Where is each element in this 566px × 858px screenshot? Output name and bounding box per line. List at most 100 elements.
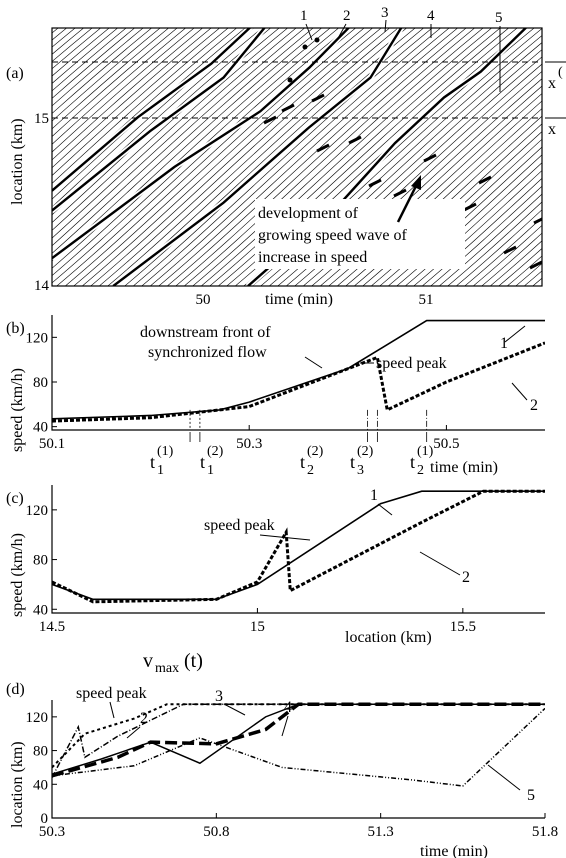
x-tick-label: 15.5: [450, 619, 476, 635]
curve-arrow-4-d: [281, 715, 289, 737]
speed-wave-mark: [529, 260, 542, 270]
speed-wave-mark: [478, 175, 492, 185]
marker-x-upper-sup: (: [558, 65, 563, 80]
panel-d-annot-peak: speed peak: [76, 685, 147, 702]
trajectory-line: [52, 28, 306, 254]
panel-c-series: [52, 489, 545, 604]
vehicle-trajectory-2: [52, 28, 266, 212]
panel-a-ytick-14: 14: [34, 278, 50, 294]
trajectory-line: [52, 28, 246, 200]
panel-a-ytick-15: 15: [34, 111, 49, 127]
series-arrow-2-c: [419, 551, 461, 576]
panel-b-annot-front-2: synchronized flow: [148, 344, 267, 361]
annotation-line-2: growing speed wave of: [258, 227, 408, 244]
trajectory-line: [52, 28, 263, 216]
series-line-1: [52, 319, 545, 420]
trajectory-line: [107, 28, 399, 286]
panel-d-series: [52, 702, 545, 787]
trajectory-line: [540, 284, 542, 286]
x-tick-label: 50.1: [39, 436, 65, 452]
trajectory-dot: [287, 77, 293, 83]
series-line-1: [52, 490, 545, 601]
x-tick-label: 51.3: [368, 824, 394, 840]
front-arrow: [304, 356, 323, 369]
trajectory-line: [481, 232, 542, 286]
trajectory-line: [52, 28, 212, 169]
trajectory-line: [166, 28, 459, 286]
panel-c-xlabel: location (km): [345, 629, 432, 646]
marker-x-upper: x: [548, 75, 556, 92]
y-tick-label: 80: [33, 553, 48, 569]
series-line-2: [52, 703, 545, 778]
panel-b: (b) speed (km/h) 40 80 120 50.1 50.3 50.5 dow…: [6, 315, 545, 478]
panel-d-xlabel: time (min): [420, 843, 488, 858]
annotation-line-1: development of: [258, 205, 359, 222]
trajectory-line: [52, 28, 170, 130]
panel-b-xlabel: time (min): [430, 459, 498, 476]
trajectory-line: [52, 28, 187, 145]
x-tick-label: 50.5: [433, 436, 459, 452]
trajectory-line: [98, 28, 391, 286]
t-marker-base: t: [200, 452, 205, 472]
trajectory-line: [52, 28, 280, 231]
t-marker-base: t: [350, 452, 355, 472]
panel-a-xlabel: time (min): [265, 291, 333, 308]
speed-wave-mark: [348, 135, 362, 145]
trajectory-line: [498, 248, 542, 286]
panel-c-ylabel: speed (km/h): [9, 533, 26, 617]
trajectory-line: [52, 28, 297, 247]
annotation-arrow: [396, 181, 420, 223]
panel-a-xtick-51: 51: [419, 292, 434, 308]
trajectory-line: [141, 28, 433, 286]
y-tick-label: 80: [33, 375, 48, 391]
curve-label-1: 1: [300, 8, 308, 24]
y-tick-label: 120: [26, 503, 49, 519]
trajectory-line: [90, 28, 382, 286]
x-tick-label: 50.8: [203, 824, 229, 840]
speed-wave-mark: [393, 188, 407, 198]
t-marker-sub: 1: [207, 463, 214, 478]
trajectory-line: [554, 24, 566, 290]
annotation-arrowhead: [411, 175, 421, 190]
trajectory-line: [149, 28, 442, 286]
trajectory-dot: [302, 44, 308, 50]
panel-b-series-label-1: 1: [500, 335, 508, 352]
panel-b-series-label-2: 2: [530, 397, 538, 414]
trajectory-line: [52, 28, 153, 114]
trajectory-line: [52, 28, 340, 284]
trajectory-line: [52, 28, 195, 153]
series-line-2: [52, 489, 545, 604]
t-marker-sub: 3: [357, 463, 364, 478]
panel-c-series-label-2: 2: [462, 569, 470, 586]
vmax-label: v max (t): [143, 650, 203, 676]
panel-a-markers: x ( x: [545, 61, 566, 138]
trajectory-line: [200, 28, 493, 286]
trajectory-line: [447, 201, 542, 286]
panel-b-series: [52, 319, 545, 423]
panel-d-curve-label-3: 3: [215, 688, 223, 705]
trajectory-line: [52, 28, 204, 161]
curve-arrow-5-d: [487, 764, 521, 791]
t-marker-base: t: [150, 452, 155, 472]
trajectory-line: [209, 28, 501, 286]
panel-a-ylabel: location (km): [9, 118, 26, 205]
speed-wave-mark: [311, 93, 325, 103]
panel-c-axes: 40 80 120 14.5 15 15.5: [26, 485, 545, 635]
t-marker-base: t: [410, 452, 415, 472]
trajectory-line: [52, 28, 255, 208]
t-marker-sub: 2: [307, 463, 314, 478]
trajectory-line: [562, 24, 566, 290]
panel-d-curve-label-5: 5: [527, 787, 535, 804]
x-tick-label: 51.8: [532, 824, 558, 840]
trajectory-line: [438, 193, 542, 286]
t-marker-sup: (1): [157, 444, 174, 459]
trajectory-line: [506, 255, 542, 286]
series-arrow-1-b: [504, 325, 526, 343]
y-tick-label: 40: [33, 602, 48, 618]
vmax-v: v: [143, 650, 153, 672]
panel-c: (c) speed (km/h) 40 80 120 14.5 15 15.5 speed…: [6, 485, 545, 646]
curve-label-2: 2: [343, 8, 351, 24]
panel-c-annot-peak: speed peak: [204, 517, 275, 534]
trajectory-line: [52, 28, 110, 77]
vehicle-trajectory-4: [112, 28, 403, 286]
